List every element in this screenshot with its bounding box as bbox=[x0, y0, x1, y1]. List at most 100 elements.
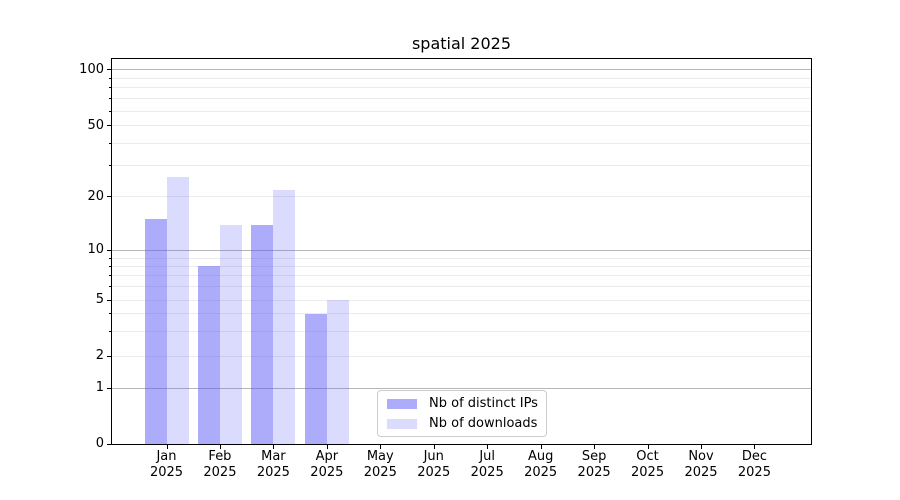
x-label-year: 2025 bbox=[149, 465, 184, 480]
gridline-minor-y6 bbox=[112, 286, 811, 288]
bar-distinct-ips-mar bbox=[251, 224, 274, 444]
x-tick-label-aug: Aug 2025 bbox=[506, 449, 576, 481]
gridline-minor-y30 bbox=[112, 165, 811, 167]
y-tick-2 bbox=[107, 355, 112, 357]
x-tick-label-jun: Jun 2025 bbox=[399, 449, 469, 481]
bar-downloads-feb bbox=[219, 224, 242, 444]
x-label-year: 2025 bbox=[684, 465, 718, 480]
x-label-month: Jun bbox=[423, 449, 444, 464]
x-tick-label-may: May 2025 bbox=[345, 449, 415, 481]
x-tick-feb bbox=[219, 445, 221, 449]
gridline-minor-y20 bbox=[112, 196, 811, 198]
bar-downloads-mar bbox=[273, 189, 296, 444]
gridline-major-y100 bbox=[112, 69, 811, 70]
y-minortick-7 bbox=[109, 275, 112, 277]
y-minortick-3 bbox=[109, 330, 112, 332]
gridline-minor-y60 bbox=[112, 110, 811, 112]
x-tick-label-oct: Oct 2025 bbox=[613, 449, 683, 481]
y-tick-label-50: 50 bbox=[87, 117, 104, 133]
legend-label-downloads: Nb of downloads bbox=[429, 416, 538, 431]
x-label-month: Dec bbox=[741, 449, 768, 464]
x-tick-label-sep: Sep 2025 bbox=[559, 449, 629, 481]
x-tick-label-jul: Jul 2025 bbox=[452, 449, 522, 481]
x-tick-apr bbox=[326, 445, 328, 449]
x-tick-mar bbox=[273, 445, 275, 449]
x-label-month: Feb bbox=[208, 449, 232, 464]
legend-item-distinct-ips: Nb of distinct IPs bbox=[387, 396, 538, 411]
x-label-year: 2025 bbox=[737, 465, 771, 480]
x-tick-label-nov: Nov 2025 bbox=[666, 449, 736, 481]
chart-title: spatial 2025 bbox=[411, 34, 512, 53]
x-label-year: 2025 bbox=[631, 465, 665, 480]
x-tick-jan bbox=[166, 445, 168, 449]
x-tick-label-dec: Dec 2025 bbox=[719, 449, 789, 481]
legend-swatch-distinct-ips bbox=[387, 398, 417, 409]
x-label-month: Oct bbox=[636, 449, 659, 464]
x-label-year: 2025 bbox=[417, 465, 451, 480]
gridline-minor-y40 bbox=[112, 142, 811, 144]
x-tick-nov bbox=[701, 445, 702, 449]
x-label-year: 2025 bbox=[577, 465, 611, 480]
y-tick-label-5: 5 bbox=[95, 292, 104, 307]
x-label-month: Apr bbox=[315, 449, 339, 464]
x-tick-label-feb: Feb 2025 bbox=[185, 449, 255, 481]
y-minortick-9 bbox=[109, 257, 112, 259]
y-minortick-40 bbox=[109, 142, 112, 144]
gridline-minor-y4 bbox=[112, 313, 811, 315]
x-tick-label-apr: Apr 2025 bbox=[292, 449, 362, 481]
x-tick-aug bbox=[540, 445, 542, 449]
x-label-month: Aug bbox=[527, 449, 554, 464]
gridline-major-y1 bbox=[112, 387, 811, 389]
y-tick-label-20: 20 bbox=[87, 188, 104, 204]
bar-downloads-apr bbox=[326, 300, 349, 444]
x-label-month: May bbox=[366, 449, 394, 464]
y-tick-label-1: 1 bbox=[95, 380, 104, 396]
y-minortick-60 bbox=[109, 110, 112, 112]
gridline-minor-y70 bbox=[112, 98, 811, 100]
x-tick-label-jan: Jan 2025 bbox=[132, 449, 202, 481]
x-label-year: 2025 bbox=[256, 465, 290, 480]
y-tick-label-2: 2 bbox=[95, 348, 104, 364]
x-label-year: 2025 bbox=[524, 465, 558, 480]
x-label-year: 2025 bbox=[203, 465, 237, 480]
x-tick-may bbox=[380, 445, 382, 449]
gridline-minor-y3 bbox=[112, 330, 811, 332]
gridline-minor-y90 bbox=[112, 77, 811, 79]
gridline-minor-y7 bbox=[112, 275, 811, 277]
x-label-year: 2025 bbox=[310, 465, 344, 480]
y-minortick-30 bbox=[109, 165, 112, 167]
x-tick-jul bbox=[487, 445, 489, 449]
y-tick-label-100: 100 bbox=[79, 61, 104, 77]
x-tick-jun bbox=[433, 445, 435, 449]
y-tick-1 bbox=[107, 387, 112, 389]
gridline-major-y10 bbox=[112, 249, 811, 251]
y-tick-100 bbox=[107, 69, 112, 70]
y-tick-5 bbox=[107, 299, 112, 301]
legend: Nb of distinct IPs Nb of downloads bbox=[377, 390, 547, 437]
x-label-year: 2025 bbox=[470, 465, 504, 480]
y-minortick-6 bbox=[109, 286, 112, 288]
x-label-month: Jan bbox=[156, 449, 177, 464]
y-minortick-4 bbox=[109, 313, 112, 315]
plot-bars-layer bbox=[112, 59, 811, 444]
legend-label-distinct-ips: Nb of distinct IPs bbox=[429, 396, 538, 411]
y-minortick-80 bbox=[109, 87, 112, 89]
gridline-minor-y8 bbox=[112, 265, 811, 267]
x-tick-oct bbox=[647, 445, 649, 449]
gridline-minor-y9 bbox=[112, 257, 811, 259]
gridline-minor-y5 bbox=[112, 299, 811, 301]
y-tick-label-0: 0 bbox=[95, 436, 104, 451]
gridline-minor-y2 bbox=[112, 355, 811, 357]
legend-swatch-downloads bbox=[387, 418, 417, 429]
y-tick-50 bbox=[107, 125, 112, 127]
plot-gridlines-layer bbox=[112, 59, 811, 444]
x-label-month: Jul bbox=[479, 449, 496, 464]
x-label-year: 2025 bbox=[363, 465, 397, 480]
bar-distinct-ips-jan bbox=[144, 219, 167, 444]
y-minortick-8 bbox=[109, 265, 112, 267]
bar-downloads-jan bbox=[166, 176, 189, 444]
x-tick-sep bbox=[594, 445, 596, 449]
y-minortick-70 bbox=[109, 98, 112, 100]
y-tick-20 bbox=[107, 196, 112, 198]
